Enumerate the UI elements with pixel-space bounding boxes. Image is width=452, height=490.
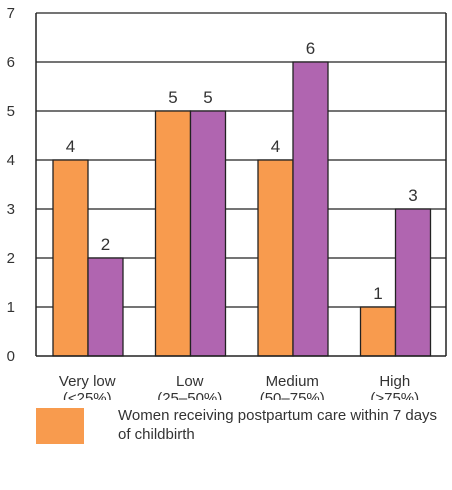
axes	[35, 13, 447, 357]
bar	[154, 110, 192, 357]
y-tick-label: 5	[7, 103, 15, 120]
x-category-label-line: Low	[176, 373, 204, 390]
x-category-label-line: (50–75%)	[260, 390, 325, 400]
bar	[394, 208, 432, 357]
x-category-label: Very low (<25%)	[59, 373, 116, 400]
data-label: 1	[373, 284, 382, 303]
data-label: 4	[66, 137, 75, 156]
bar-chart: 0 1 2 3 4 5 6 7 4 2 5 5 4 6 1 3 Very low (<25%) Low (25–5…	[7, 5, 447, 400]
bar	[52, 159, 89, 357]
bar	[87, 257, 124, 357]
bar	[359, 306, 397, 357]
data-label: 5	[203, 88, 212, 107]
data-label: 6	[306, 39, 315, 58]
x-category-label-line: Medium	[266, 373, 319, 390]
y-tick-label: 0	[7, 348, 15, 365]
x-category-label-line: (25–50%)	[157, 390, 222, 400]
bar	[257, 159, 294, 357]
bar	[189, 110, 227, 357]
bar	[292, 61, 329, 357]
x-category-label-line: Very low	[59, 373, 116, 390]
y-tick-label: 7	[7, 5, 15, 22]
x-category-label-line: High	[379, 373, 410, 390]
x-category-label: Low (25–50%)	[157, 373, 222, 400]
data-label: 3	[408, 186, 417, 205]
data-label: 5	[168, 88, 177, 107]
x-category-label: Medium (50–75%)	[260, 373, 325, 400]
y-axis-ticks: 0 1 2 3 4 5 6 7	[7, 5, 15, 365]
legend-label: Women receiving postpartum care within 7…	[118, 407, 438, 443]
data-label: 2	[101, 235, 110, 254]
x-category-label-line: (<25%)	[63, 390, 112, 400]
data-labels: 4 2 5 5 4 6 1 3	[66, 39, 418, 303]
data-label: 4	[271, 137, 280, 156]
y-tick-label: 1	[7, 299, 15, 316]
y-tick-label: 3	[7, 201, 15, 218]
y-tick-label: 6	[7, 54, 15, 71]
y-tick-label: 4	[7, 152, 15, 169]
legend: Women receiving postpartum care within 7…	[36, 406, 446, 466]
x-category-label: High (>75%)	[370, 373, 419, 400]
x-category-label-line: (>75%)	[370, 390, 419, 400]
legend-swatch	[36, 408, 84, 444]
y-tick-label: 2	[7, 250, 15, 267]
bars	[52, 61, 432, 357]
x-axis-category-labels: Very low (<25%) Low (25–50%) Medium (50–75%) H…	[59, 373, 419, 400]
